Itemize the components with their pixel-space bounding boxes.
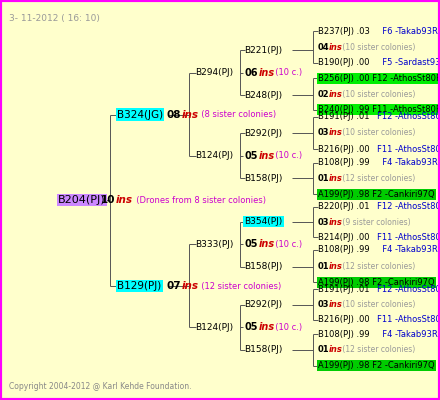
Text: ins: ins (182, 110, 199, 120)
Text: ins: ins (258, 239, 275, 249)
Text: 05: 05 (245, 239, 258, 249)
Text: B129(PJ): B129(PJ) (117, 281, 161, 291)
Text: B108(PJ) .99: B108(PJ) .99 (318, 330, 370, 339)
Text: B220(PJ) .01: B220(PJ) .01 (318, 202, 370, 211)
Text: B191(PJ) .01: B191(PJ) .01 (318, 112, 370, 121)
Text: F11 -AthosSt80R: F11 -AthosSt80R (377, 144, 440, 154)
Text: ins: ins (258, 322, 275, 332)
Text: 01: 01 (318, 346, 330, 354)
Text: 04: 04 (318, 43, 330, 52)
Text: F12 -AthosSt80R: F12 -AthosSt80R (377, 112, 440, 121)
Text: B248(PJ): B248(PJ) (245, 91, 282, 100)
Text: 3- 11-2012 ( 16: 10): 3- 11-2012 ( 16: 10) (9, 14, 100, 23)
Text: Copyright 2004-2012 @ Karl Kehde Foundation.: Copyright 2004-2012 @ Karl Kehde Foundat… (9, 382, 192, 391)
Text: B214(PJ) .00: B214(PJ) .00 (318, 233, 370, 242)
Text: 03: 03 (318, 300, 330, 309)
Text: (12 sister colonies): (12 sister colonies) (197, 282, 282, 291)
Text: B216(PJ) .00: B216(PJ) .00 (318, 315, 370, 324)
Text: F12 -AthosSt80R: F12 -AthosSt80R (377, 202, 440, 211)
Text: B191(PJ) .01: B191(PJ) .01 (318, 285, 370, 294)
Text: ins: ins (329, 128, 343, 137)
Text: 07: 07 (166, 281, 181, 291)
Text: B124(PJ): B124(PJ) (195, 323, 234, 332)
Text: B294(PJ): B294(PJ) (195, 68, 234, 77)
Text: B190(PJ) .00: B190(PJ) .00 (318, 58, 370, 67)
Text: 05: 05 (245, 151, 258, 161)
Text: F4 -Takab93R: F4 -Takab93R (377, 246, 437, 254)
Text: (Drones from 8 sister colonies): (Drones from 8 sister colonies) (131, 196, 266, 204)
Text: 06: 06 (245, 68, 258, 78)
Text: 01: 01 (318, 262, 330, 271)
Text: (10 sister colonies): (10 sister colonies) (340, 90, 415, 99)
Text: ins: ins (258, 68, 275, 78)
Text: 03: 03 (318, 218, 330, 226)
Text: (10 c.): (10 c.) (270, 68, 302, 77)
Text: B221(PJ): B221(PJ) (245, 46, 282, 54)
Text: B292(PJ): B292(PJ) (245, 129, 282, 138)
Text: B292(PJ): B292(PJ) (245, 300, 282, 309)
Text: (9 sister colonies): (9 sister colonies) (340, 218, 410, 226)
Text: B240(PJ) .99 F11 -AthosSt80R: B240(PJ) .99 F11 -AthosSt80R (318, 105, 440, 114)
Text: B158(PJ): B158(PJ) (245, 174, 283, 183)
Text: A199(PJ) .98 F2 -Cankiri97Q: A199(PJ) .98 F2 -Cankiri97Q (318, 361, 435, 370)
Text: 08: 08 (166, 110, 180, 120)
Text: B216(PJ) .00: B216(PJ) .00 (318, 144, 370, 154)
Text: B124(PJ): B124(PJ) (195, 151, 234, 160)
Text: ins: ins (329, 262, 343, 271)
Text: 02: 02 (318, 90, 330, 99)
Text: B324(JG): B324(JG) (117, 110, 163, 120)
Text: B204(PJ): B204(PJ) (58, 195, 106, 205)
Text: (12 sister colonies): (12 sister colonies) (340, 174, 415, 183)
Text: B158(PJ): B158(PJ) (245, 346, 283, 354)
Text: (10 c.): (10 c.) (270, 240, 302, 248)
Text: 10: 10 (100, 195, 115, 205)
Text: 01: 01 (318, 174, 330, 183)
Text: (12 sister colonies): (12 sister colonies) (340, 262, 415, 271)
Text: (10 c.): (10 c.) (270, 151, 302, 160)
Text: ins: ins (258, 151, 275, 161)
Text: F4 -Takab93R: F4 -Takab93R (377, 158, 437, 167)
Text: B333(PJ): B333(PJ) (195, 240, 234, 248)
Text: (10 sister colonies): (10 sister colonies) (340, 43, 415, 52)
Text: B354(PJ): B354(PJ) (245, 217, 283, 226)
Text: F12 -AthosSt80R: F12 -AthosSt80R (377, 285, 440, 294)
Text: (10 sister colonies): (10 sister colonies) (340, 128, 415, 137)
Text: ins: ins (329, 174, 343, 183)
Text: B108(PJ) .99: B108(PJ) .99 (318, 246, 370, 254)
Text: F6 -Takab93R: F6 -Takab93R (377, 27, 438, 36)
Text: F5 -Sardast93R: F5 -Sardast93R (377, 58, 440, 67)
Text: ins: ins (329, 43, 343, 52)
Text: 03: 03 (318, 128, 330, 137)
Text: B108(PJ) .99: B108(PJ) .99 (318, 158, 370, 167)
Text: 05: 05 (245, 322, 258, 332)
Text: (12 sister colonies): (12 sister colonies) (340, 346, 415, 354)
Text: B237(PJ) .03: B237(PJ) .03 (318, 27, 370, 36)
Text: ins: ins (182, 281, 199, 291)
Text: ins: ins (329, 346, 343, 354)
Text: B256(PJ) .00 F12 -AthosSt80R: B256(PJ) .00 F12 -AthosSt80R (318, 74, 440, 83)
Text: ins: ins (329, 218, 343, 226)
Text: B158(PJ): B158(PJ) (245, 262, 283, 271)
Text: A199(PJ) .98 F2 -Cankiri97Q: A199(PJ) .98 F2 -Cankiri97Q (318, 190, 435, 199)
Text: F4 -Takab93R: F4 -Takab93R (377, 330, 437, 339)
Text: ins: ins (329, 90, 343, 99)
Text: ins: ins (329, 300, 343, 309)
Text: F11 -AthosSt80R: F11 -AthosSt80R (377, 315, 440, 324)
Text: (10 c.): (10 c.) (270, 323, 302, 332)
Text: F11 -AthosSt80R: F11 -AthosSt80R (377, 233, 440, 242)
Text: (8 sister colonies): (8 sister colonies) (197, 110, 277, 119)
Text: (10 sister colonies): (10 sister colonies) (340, 300, 415, 309)
Text: ins: ins (116, 195, 133, 205)
Text: A199(PJ) .98 F2 -Cankiri97Q: A199(PJ) .98 F2 -Cankiri97Q (318, 278, 435, 287)
